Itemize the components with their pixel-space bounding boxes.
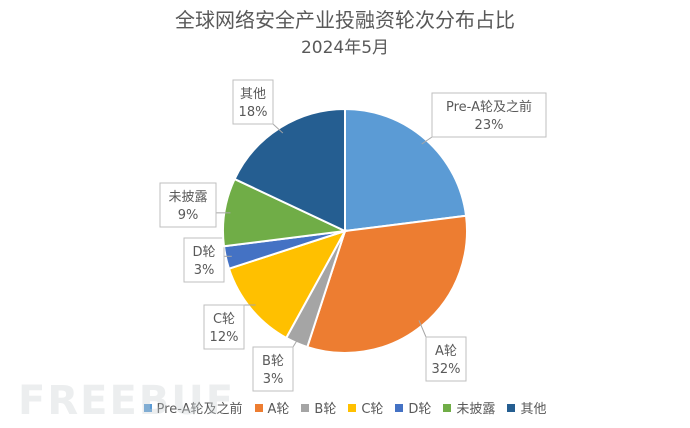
data-label-box: [431, 92, 547, 138]
legend-label: C轮: [361, 402, 384, 417]
legend-swatch: [395, 403, 404, 412]
data-label-box: [159, 182, 217, 228]
data-label-value: 3%: [194, 263, 215, 278]
pie-slice: [227, 229, 348, 340]
data-label-category: 其他: [240, 87, 266, 102]
data-label-box: [232, 79, 274, 125]
pie-slice: [344, 107, 468, 233]
legend-item: 其他: [507, 398, 546, 417]
data-label-value: 23%: [475, 118, 504, 133]
legend-label: D轮: [408, 402, 432, 417]
legend-item: A轮: [254, 398, 290, 417]
data-label-value: 9%: [178, 208, 199, 223]
legend-swatch: [254, 403, 263, 412]
data-label-category: C轮: [213, 312, 235, 327]
legend-swatch: [143, 403, 152, 412]
watermark-logo: FREEBUF: [18, 378, 236, 424]
leader-line: [272, 123, 284, 134]
pie-slice: [233, 107, 346, 233]
data-label-category: B轮: [262, 354, 284, 369]
chart-legend: Pre-A轮及之前 A轮 B轮 C轮 D轮 未披露 其他: [0, 398, 690, 417]
data-label-category: Pre-A轮及之前: [446, 99, 532, 115]
legend-swatch: [507, 403, 516, 412]
data-label-category: D轮: [192, 245, 215, 260]
legend-item: C轮: [348, 398, 383, 417]
chart-title: 全球网络安全产业投融资轮次分布占比: [175, 8, 515, 32]
chart-subtitle: 2024年5月: [300, 38, 390, 58]
data-label-box: [183, 237, 225, 283]
pie-slice: [306, 214, 468, 354]
data-label-box: [203, 304, 245, 350]
legend-item: D轮: [395, 398, 431, 417]
legend-item: 未披露: [443, 398, 495, 417]
data-label-value: 3%: [263, 372, 284, 387]
leader-line: [418, 320, 427, 338]
legend-swatch: [443, 403, 452, 412]
data-label-value: 12%: [210, 330, 239, 345]
data-label-box: [425, 336, 467, 382]
legend-label: 其他: [520, 402, 547, 417]
legend-label: A轮: [267, 402, 290, 417]
data-label-value: 18%: [239, 105, 268, 120]
legend-swatch: [301, 403, 310, 412]
data-label-category: A轮: [435, 344, 457, 359]
legend-label: B轮: [314, 402, 337, 417]
legend-label: 未披露: [456, 402, 496, 417]
legend-swatch: [348, 403, 357, 412]
leader-line: [292, 337, 300, 348]
legend-label: Pre-A轮及之前: [156, 402, 243, 417]
legend-item: B轮: [301, 398, 336, 417]
data-label-category: 未披露: [168, 190, 207, 205]
data-label-value: 32%: [432, 362, 461, 377]
data-label-box: [252, 346, 294, 392]
leader-line: [421, 136, 433, 145]
legend-item: Pre-A轮及之前: [143, 398, 243, 417]
